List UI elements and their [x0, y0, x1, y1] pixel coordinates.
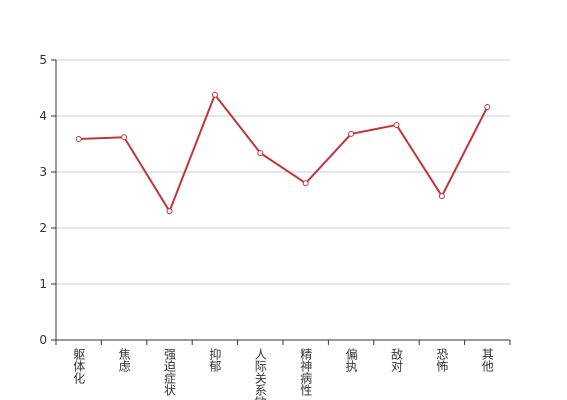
- point: [211, 91, 218, 98]
- x-tick-label: 焦虑: [117, 348, 131, 372]
- x-tick-label: 躯体化: [72, 347, 86, 385]
- point: [438, 193, 445, 200]
- y-tick-label: 1: [39, 277, 47, 291]
- point: [393, 121, 400, 128]
- point: [121, 134, 128, 141]
- point: [257, 149, 264, 156]
- point: [166, 208, 173, 215]
- x-tick-label: 偏执: [344, 347, 358, 373]
- x-tick-label: 恐怖: [435, 348, 449, 372]
- x-tick-label: 强迫症状: [163, 348, 177, 396]
- y-tick-label: 4: [39, 109, 47, 123]
- x-tick-label: 其他: [480, 348, 494, 372]
- point: [302, 180, 309, 187]
- point: [348, 130, 355, 137]
- y-tick-label: 2: [39, 221, 47, 235]
- x-tick-label: 精神病性: [299, 348, 313, 397]
- y-tick-label: 3: [39, 165, 47, 179]
- x-tick-label: 敌对: [390, 347, 404, 372]
- line: [78, 92, 489, 214]
- x-tick-label: 人际关系敏感: [253, 348, 267, 400]
- point: [484, 104, 491, 111]
- x-tick-label: 抑郁: [208, 347, 222, 373]
- point: [75, 135, 82, 142]
- y-tick-label: 0: [39, 333, 47, 347]
- y-tick-label: 5: [39, 53, 47, 67]
